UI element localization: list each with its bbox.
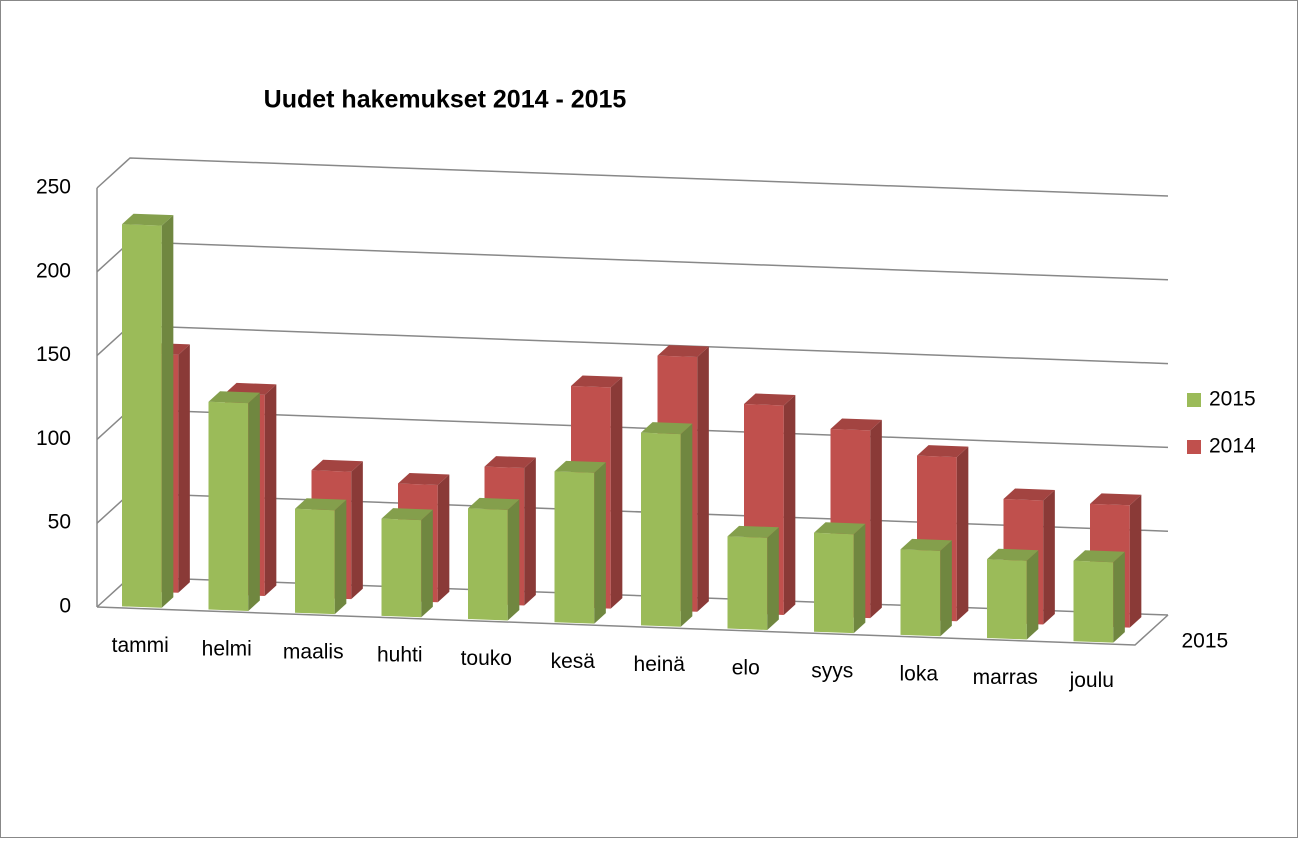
bar-side [767,527,779,630]
bar-top [208,391,260,404]
bar-top [1090,493,1142,506]
y-tick-label: 50 [48,511,71,534]
x-tick-label: heinä [634,653,686,676]
bar-side [1129,494,1142,628]
bar-top [830,418,882,431]
bar [468,497,520,621]
floor-edge [96,606,1169,646]
depth-tick-label: 2015 [1182,630,1229,653]
x-tick-label: elo [732,656,760,679]
bar-front [987,559,1027,640]
bar-side [161,215,174,608]
bar-front [727,536,768,630]
bar-side [1026,550,1039,640]
bar [641,422,693,627]
bar-top [727,525,779,538]
bar-side [437,474,450,603]
bar-front [208,401,249,611]
x-tick-label: helmi [202,637,252,660]
bar-front [295,508,335,615]
bar-front [641,432,681,627]
bar-side [1043,489,1055,625]
bar-top [122,213,174,226]
bar-top [657,345,709,358]
bar-side [783,394,796,615]
bar-front [900,549,941,637]
bar-front [381,518,422,618]
x-tick-label: touko [461,647,512,670]
x-tick-label: marras [973,666,1038,689]
x-tick-label: syys [811,659,853,682]
bar-side [697,346,709,612]
grid-line [96,157,1169,197]
bar-side [248,392,260,611]
bar-side [870,419,882,619]
y-tick-label: 100 [36,427,71,450]
bar-top [814,522,866,535]
bar [900,538,952,637]
bar [381,508,433,618]
bar-top [917,445,969,458]
bar [814,522,866,634]
x-tick-label: huhti [377,644,423,667]
bar-front [122,224,162,608]
bar-top [398,473,450,485]
x-tick-label: tammi [112,634,169,657]
bar [987,548,1039,640]
bar-top [468,497,520,510]
bar-top [554,460,606,473]
bar-side [178,344,190,593]
bar [122,213,174,608]
x-tick-label: loka [899,663,938,686]
bar-front [1073,560,1114,643]
bar [727,525,779,630]
bar-top [900,538,952,551]
x-tick-label: maalis [283,640,344,663]
bar-side [940,540,952,637]
bar-top [381,508,433,521]
bar-top [571,375,623,388]
legend-swatch [1187,393,1201,407]
bar [295,498,347,615]
bar-side [594,462,606,624]
bar-top [1003,488,1055,501]
bar [208,391,260,611]
bar-side [264,384,277,596]
x-tick-label: joulu [1069,669,1114,692]
bar-front [814,532,854,634]
bar-side [524,457,536,606]
bar-side [351,461,363,600]
bar-side [956,446,969,622]
bar-top [295,498,347,511]
bar-side [334,499,347,615]
bar-side [507,499,520,621]
bar-side [421,509,433,618]
legend-swatch [1187,440,1201,454]
bar-top [484,456,536,469]
bar-front [554,471,595,624]
bar-top [987,548,1039,561]
bar-front [468,508,508,621]
y-tick-label: 250 [36,176,71,199]
legend-label: 2014 [1209,435,1256,458]
bar-top [1073,550,1125,563]
bar-top [311,459,363,472]
bar-side [680,423,693,627]
legend-label: 2015 [1209,388,1256,411]
bar-top [744,393,796,406]
bar [1073,550,1125,643]
bar-side [853,523,866,634]
bar [554,460,606,624]
y-tick-label: 150 [36,343,71,366]
bar-top [641,422,693,435]
bar-side [610,376,623,609]
chart-title: Uudet hakemukset 2014 - 2015 [264,86,627,114]
bar-side [1113,551,1125,643]
y-tick-label: 200 [36,259,71,282]
x-tick-label: kesä [551,650,596,673]
y-tick-label: 0 [59,595,71,618]
